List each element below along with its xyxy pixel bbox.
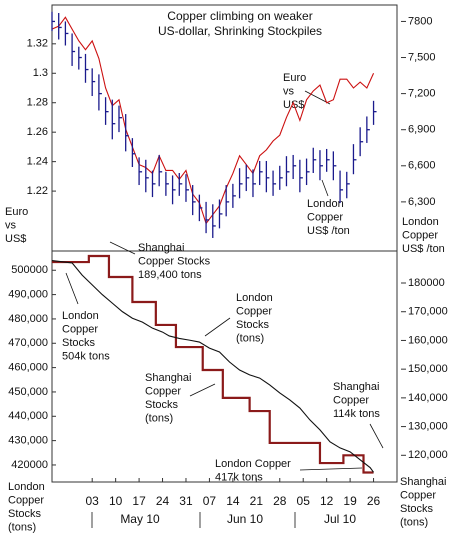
x-tick-label: 17 bbox=[132, 494, 146, 508]
y-axis-label: Stocks bbox=[8, 508, 42, 520]
y2-tick-label: 120,000 bbox=[408, 449, 448, 461]
y2-tick-label: 7800 bbox=[408, 15, 432, 27]
y-tick-label: 460,000 bbox=[8, 362, 48, 374]
x-tick-label: 07 bbox=[203, 494, 217, 508]
y-tick-label: 1.32 bbox=[27, 38, 48, 50]
chart-title: US-dollar, Shrinking Stockpiles bbox=[158, 24, 322, 38]
y2-tick-label: 170,000 bbox=[408, 306, 448, 318]
annotation: Stocks bbox=[62, 337, 96, 349]
annotation: 114k tons bbox=[333, 408, 380, 420]
y2-tick-label: 160,000 bbox=[408, 334, 448, 346]
annotation: 189,400 tons bbox=[138, 269, 202, 281]
pointer bbox=[189, 383, 216, 397]
y2-axis-label: Stocks bbox=[400, 503, 434, 515]
y2-tick-label: 150,000 bbox=[408, 363, 448, 375]
x-tick-label: 31 bbox=[179, 494, 193, 508]
y-axis-label: US$ bbox=[5, 233, 26, 245]
y-axis-label: Euro bbox=[5, 206, 28, 218]
y-axis-label: (tons) bbox=[8, 521, 36, 533]
x-tick-label: 12 bbox=[320, 494, 334, 508]
x-tick-label: 14 bbox=[226, 494, 240, 508]
x-tick-label: 21 bbox=[250, 494, 264, 508]
pointer bbox=[369, 423, 384, 449]
y2-axis-label: London bbox=[402, 216, 439, 228]
annotation: vs bbox=[283, 85, 295, 97]
annotation: London Copper bbox=[215, 458, 291, 470]
y2-tick-label: 7,500 bbox=[408, 51, 436, 63]
x-tick-label: 24 bbox=[156, 494, 170, 508]
annotation: London bbox=[236, 292, 273, 304]
y-tick-label: 440,000 bbox=[8, 410, 48, 422]
y-tick-label: 470,000 bbox=[8, 337, 48, 349]
pointer bbox=[65, 272, 79, 305]
annotation: 504k tons bbox=[62, 350, 110, 362]
chart-title: Copper climbing on weaker bbox=[167, 9, 312, 23]
line bbox=[51, 259, 374, 473]
annotation: Stocks bbox=[145, 399, 179, 411]
y2-tick-label: 6,600 bbox=[408, 160, 436, 172]
annotation: Copper bbox=[236, 305, 272, 317]
annotation: London bbox=[307, 198, 344, 210]
y2-tick-label: 6,300 bbox=[408, 196, 436, 208]
x-tick-label: 26 bbox=[367, 494, 381, 508]
x-tick-label: 03 bbox=[86, 494, 100, 508]
y2-tick-label: 6,900 bbox=[408, 124, 436, 136]
y-tick-label: 450,000 bbox=[8, 386, 48, 398]
annotation: Copper bbox=[145, 385, 181, 397]
x-group-label: May 10 bbox=[120, 512, 160, 526]
y-tick-label: 1.24 bbox=[27, 156, 48, 168]
y2-axis-label: Copper bbox=[402, 229, 438, 241]
y-axis-label: London bbox=[8, 481, 45, 493]
annotation: Shanghai bbox=[145, 372, 192, 384]
annotation: London bbox=[62, 310, 99, 322]
y2-tick-label: 7,200 bbox=[408, 88, 436, 100]
x-group-label: Jun 10 bbox=[227, 512, 263, 526]
x-tick-label: 19 bbox=[343, 494, 357, 508]
annotation: Shanghai bbox=[138, 242, 185, 254]
annotation: Copper bbox=[62, 323, 98, 335]
annotation: (tons) bbox=[145, 412, 173, 424]
y-tick-label: 1.3 bbox=[33, 67, 48, 79]
plot-frame bbox=[51, 4, 398, 483]
y-tick-label: 1.26 bbox=[27, 126, 48, 138]
y-axis-label: vs bbox=[5, 219, 17, 231]
x-tick-label: 10 bbox=[109, 494, 123, 508]
x-tick-label: 05 bbox=[297, 494, 311, 508]
annotation: 417k tons bbox=[215, 471, 263, 483]
pointer bbox=[204, 317, 231, 337]
y-tick-label: 420000 bbox=[11, 459, 48, 471]
y2-axis-label: Copper bbox=[400, 489, 436, 501]
annotation: Euro bbox=[283, 72, 306, 84]
y-tick-label: 1.22 bbox=[27, 185, 48, 197]
y-tick-label: 1.28 bbox=[27, 97, 48, 109]
x-tick-label: 28 bbox=[273, 494, 287, 508]
annotation: Copper bbox=[307, 211, 343, 223]
y2-tick-label: 180000 bbox=[408, 277, 445, 289]
y2-axis-label: Shanghai bbox=[400, 476, 447, 488]
y-tick-label: 500000 bbox=[11, 264, 48, 276]
annotation: Copper Stocks bbox=[138, 255, 211, 267]
line bbox=[51, 16, 375, 225]
y2-axis-label: (tons) bbox=[400, 516, 428, 528]
annotation: US$ /ton bbox=[307, 225, 350, 237]
pointer bbox=[299, 467, 363, 471]
y2-tick-label: 140,000 bbox=[408, 392, 448, 404]
pointer bbox=[109, 241, 136, 255]
y-tick-label: 430,000 bbox=[8, 435, 48, 447]
step-line bbox=[52, 254, 374, 474]
y2-axis-label: US$ /ton bbox=[402, 243, 445, 255]
x-group-label: Jul 10 bbox=[324, 512, 356, 526]
annotation: Stocks bbox=[236, 319, 270, 331]
annotation: (tons) bbox=[236, 332, 264, 344]
y-tick-label: 490,000 bbox=[8, 288, 48, 300]
y-tick-label: 480,000 bbox=[8, 313, 48, 325]
annotation: Shanghai bbox=[333, 381, 380, 393]
y2-tick-label: 130,000 bbox=[408, 420, 448, 432]
pointer bbox=[321, 179, 329, 197]
y-axis-label: Copper bbox=[8, 494, 44, 506]
annotation: Copper bbox=[333, 394, 369, 406]
